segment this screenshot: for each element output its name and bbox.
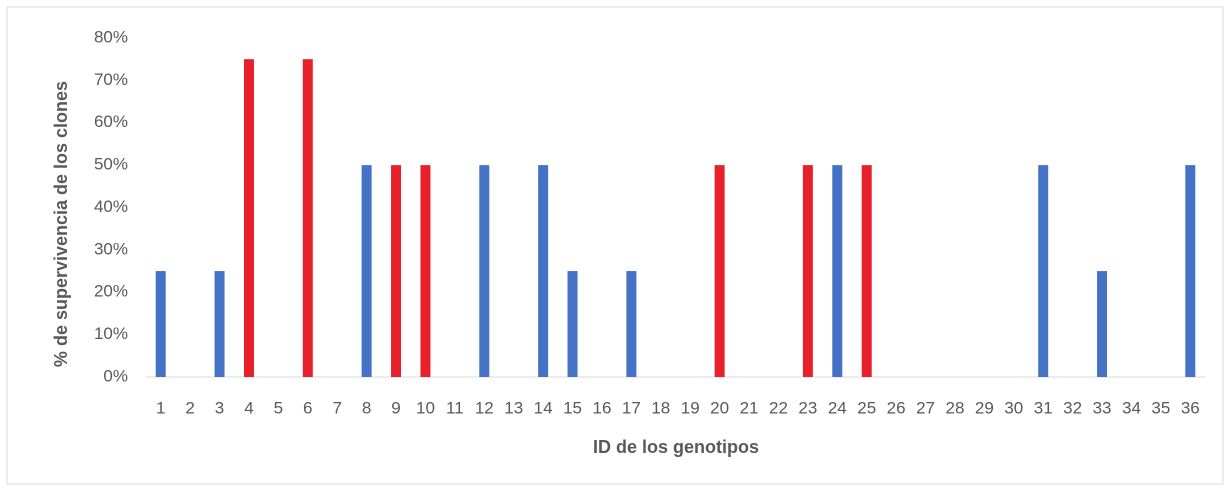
bar	[420, 165, 431, 377]
x-tick-label: 6	[303, 398, 312, 417]
bar	[214, 271, 225, 377]
x-tick-label: 30	[1004, 398, 1023, 417]
x-tick-label: 11	[446, 398, 464, 417]
y-tick-label: 40%	[94, 197, 128, 216]
x-tick-label: 5	[274, 398, 283, 417]
x-tick-label: 20	[710, 398, 729, 417]
y-axis-title: % de supervivencia de los clones	[51, 81, 71, 367]
bar	[802, 165, 813, 377]
y-tick-label: 30%	[94, 239, 128, 258]
x-tick-label: 4	[244, 398, 253, 417]
bar	[361, 165, 372, 377]
x-tick-label: 3	[215, 398, 224, 417]
x-tick-label: 1	[156, 398, 165, 417]
x-tick-label: 32	[1063, 398, 1082, 417]
y-tick-label: 80%	[94, 27, 128, 46]
bar	[567, 271, 578, 377]
x-tick-label: 31	[1034, 398, 1053, 417]
x-tick-label: 12	[475, 398, 494, 417]
bar	[1185, 165, 1196, 377]
x-tick-label: 22	[769, 398, 788, 417]
bar	[155, 271, 166, 377]
x-tick-label: 14	[534, 398, 553, 417]
chart-frame	[6, 6, 1224, 485]
x-tick-label: 26	[887, 398, 906, 417]
x-tick-label: 19	[681, 398, 700, 417]
bar	[714, 165, 725, 377]
y-tick-label: 20%	[94, 282, 128, 301]
x-tick-label: 17	[622, 398, 641, 417]
x-axis-title: ID de los genotipos	[593, 437, 759, 457]
y-tick-label: 10%	[94, 324, 128, 343]
bar	[302, 59, 313, 377]
x-tick-label: 16	[592, 398, 611, 417]
x-tick-label: 25	[857, 398, 876, 417]
x-tick-label: 15	[563, 398, 582, 417]
x-tick-label: 23	[798, 398, 817, 417]
bar	[538, 165, 549, 377]
y-tick-label: 70%	[94, 70, 128, 89]
y-tick-label: 0%	[103, 366, 128, 385]
y-tick-label: 50%	[94, 155, 128, 174]
bar	[1038, 165, 1049, 377]
bar	[832, 165, 843, 377]
x-tick-label: 13	[504, 398, 523, 417]
bar	[391, 165, 402, 377]
bar	[1097, 271, 1108, 377]
x-tick-label: 2	[185, 398, 194, 417]
x-tick-label: 36	[1181, 398, 1200, 417]
x-tick-label: 8	[362, 398, 371, 417]
x-tick-label: 18	[651, 398, 670, 417]
y-tick-label: 60%	[94, 112, 128, 131]
x-tick-label: 24	[828, 398, 847, 417]
x-tick-label: 21	[740, 398, 759, 417]
x-tick-label: 9	[391, 398, 400, 417]
x-tick-label: 10	[416, 398, 435, 417]
x-tick-label: 29	[975, 398, 994, 417]
x-tick-label: 34	[1122, 398, 1141, 417]
bar	[626, 271, 637, 377]
bar	[243, 59, 254, 377]
x-tick-label: 33	[1093, 398, 1112, 417]
bar	[861, 165, 872, 377]
x-tick-label: 35	[1151, 398, 1170, 417]
x-tick-label: 7	[332, 398, 341, 417]
x-tick-label: 28	[945, 398, 964, 417]
x-tick-label: 27	[916, 398, 935, 417]
bar	[479, 165, 490, 377]
